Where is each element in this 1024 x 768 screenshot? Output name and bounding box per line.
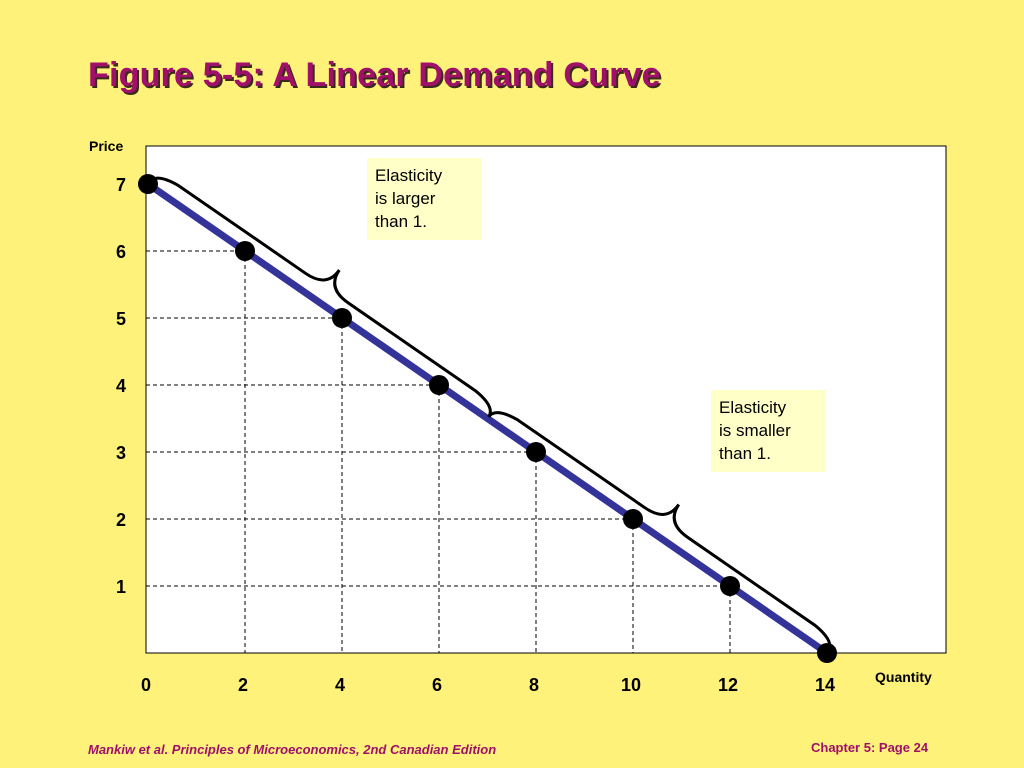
y-tick-label: 1 xyxy=(116,577,126,597)
x-tick-label: 2 xyxy=(238,675,248,695)
note-line: Elasticity xyxy=(375,166,443,185)
demand-curve xyxy=(146,181,829,656)
x-tick-label: 14 xyxy=(815,675,835,695)
y-tick-label: 7 xyxy=(116,175,126,195)
slide-title: Figure 5-5: A Linear Demand Curve xyxy=(88,56,661,94)
data-point xyxy=(817,643,837,663)
x-tick-label: 4 xyxy=(335,675,345,695)
y-tick-label: 6 xyxy=(116,242,126,262)
data-point xyxy=(429,375,449,395)
y-tick-label: 2 xyxy=(116,510,126,530)
data-point xyxy=(235,241,255,261)
data-point xyxy=(332,308,352,328)
data-point xyxy=(526,442,546,462)
x-tick-label: 0 xyxy=(141,675,151,695)
note-line: is larger xyxy=(375,189,436,208)
data-point xyxy=(138,174,158,194)
x-tick-label: 6 xyxy=(432,675,442,695)
y-tick-label: 5 xyxy=(116,309,126,329)
x-tick-label: 10 xyxy=(621,675,641,695)
plot-area xyxy=(145,145,947,654)
elasticity-brace xyxy=(147,176,492,418)
note-line: than 1. xyxy=(375,212,427,231)
y-tick-label: 4 xyxy=(116,376,126,396)
x-tick-label: 8 xyxy=(529,675,539,695)
note-line: Elasticity xyxy=(719,398,787,417)
footer-page: Chapter 5: Page 24 xyxy=(811,740,929,755)
elasticity-smaller-note: Elasticity is smaller than 1. xyxy=(711,390,826,472)
elasticity-brace xyxy=(487,411,832,653)
y-tick-label: 3 xyxy=(116,443,126,463)
x-axis-label: Quantity xyxy=(875,669,932,685)
footer-citation: Mankiw et al. Principles of Microeconomi… xyxy=(88,742,497,757)
note-line: is smaller xyxy=(719,421,791,440)
data-point xyxy=(720,576,740,596)
x-tick-label: 12 xyxy=(718,675,738,695)
data-point xyxy=(623,509,643,529)
elasticity-larger-note: Elasticity is larger than 1. xyxy=(367,158,482,240)
note-line: than 1. xyxy=(719,444,771,463)
y-axis-label: Price xyxy=(89,138,124,154)
